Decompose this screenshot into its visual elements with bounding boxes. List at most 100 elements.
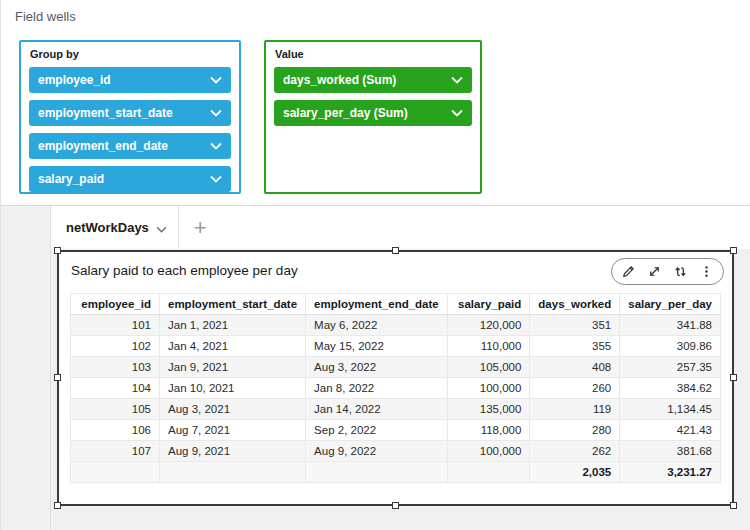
resize-handle-top[interactable] (392, 247, 399, 254)
table-cell[interactable]: 101 (71, 315, 160, 336)
field-pill-salary-paid[interactable]: salary_paid (29, 166, 231, 192)
total-cell-empty (306, 462, 448, 483)
chevron-down-icon (210, 172, 222, 186)
table-row[interactable]: 106Aug 7, 2021Sep 2, 2022118,000280421.4… (71, 420, 721, 441)
table-cell[interactable]: Sep 2, 2022 (306, 420, 448, 441)
table-cell[interactable]: 104 (71, 378, 160, 399)
column-header-employee_id[interactable]: employee_id (71, 294, 160, 315)
field-pill-label: salary_per_day (Sum) (283, 106, 408, 120)
table-cell[interactable]: Jan 10, 2021 (160, 378, 306, 399)
column-header-salary_paid[interactable]: salary_paid (447, 294, 530, 315)
table-cell[interactable]: May 6, 2022 (306, 315, 448, 336)
resize-handle-bottom-left[interactable] (54, 502, 61, 509)
table-cell[interactable]: 100,000 (447, 378, 530, 399)
table-cell[interactable]: 120,000 (447, 315, 530, 336)
move-arrows-icon[interactable] (673, 264, 688, 279)
table-cell[interactable]: Jan 9, 2021 (160, 357, 306, 378)
table-wrapper: employee_idemployment_start_dateemployme… (70, 293, 721, 483)
table-cell[interactable]: 381.68 (620, 441, 721, 462)
field-pill-employment-start-date[interactable]: employment_start_date (29, 100, 231, 126)
table-row[interactable]: 104Jan 10, 2021Jan 8, 2022100,000260384.… (71, 378, 721, 399)
table-row[interactable]: 102Jan 4, 2021May 15, 2022110,000355309.… (71, 336, 721, 357)
table-row[interactable]: 107Aug 9, 2021Aug 9, 2022100,000262381.6… (71, 441, 721, 462)
maximize-icon[interactable] (647, 264, 662, 279)
column-header-employment_end_date[interactable]: employment_end_date (306, 294, 448, 315)
visual-title: Salary paid to each employee per day (71, 263, 298, 278)
table-cell[interactable]: May 15, 2022 (306, 336, 448, 357)
field-pill-label: employment_end_date (38, 139, 168, 153)
table-cell[interactable]: 309.86 (620, 336, 721, 357)
resize-handle-right[interactable] (730, 374, 737, 381)
table-cell[interactable]: 257.35 (620, 357, 721, 378)
table-row[interactable]: 101Jan 1, 2021May 6, 2022120,000351341.8… (71, 315, 721, 336)
table-row[interactable]: 103Jan 9, 2021Aug 3, 2022105,000408257.3… (71, 357, 721, 378)
table-total-row: 2,0353,231.27 (71, 462, 721, 483)
table-cell[interactable]: 1,134.45 (620, 399, 721, 420)
field-pill-employment-end-date[interactable]: employment_end_date (29, 133, 231, 159)
table-cell[interactable]: 100,000 (447, 441, 530, 462)
table-cell[interactable]: Jan 14, 2022 (306, 399, 448, 420)
table-cell[interactable]: 355 (530, 336, 620, 357)
table-cell[interactable]: 421.43 (620, 420, 721, 441)
table-cell[interactable]: Jan 4, 2021 (160, 336, 306, 357)
table-cell[interactable]: 260 (530, 378, 620, 399)
table-cell[interactable]: Aug 3, 2021 (160, 399, 306, 420)
table-cell[interactable]: Aug 9, 2022 (306, 441, 448, 462)
table-cell[interactable]: Aug 3, 2022 (306, 357, 448, 378)
add-sheet-button[interactable]: + (194, 218, 207, 238)
table-row[interactable]: 105Aug 3, 2021Jan 14, 2022135,0001191,13… (71, 399, 721, 420)
total-cell: 2,035 (530, 462, 620, 483)
table-cell[interactable]: 280 (530, 420, 620, 441)
field-pill-salary-per-day-sum[interactable]: salary_per_day (Sum) (274, 100, 472, 126)
table-cell[interactable]: 384.62 (620, 378, 721, 399)
table-cell[interactable]: Aug 9, 2021 (160, 441, 306, 462)
field-pill-label: days_worked (Sum) (283, 73, 396, 87)
table-cell[interactable]: 408 (530, 357, 620, 378)
left-rail (1, 206, 51, 530)
resize-handle-left[interactable] (54, 374, 61, 381)
resize-handle-top-left[interactable] (54, 247, 61, 254)
table-header-row: employee_idemployment_start_dateemployme… (71, 294, 721, 315)
table-visual-card[interactable]: Salary paid to each employee per day (57, 250, 734, 506)
table-cell[interactable]: Jan 8, 2022 (306, 378, 448, 399)
sheet-area: netWorkDays + Salary paid to each employ… (1, 206, 750, 530)
value-label: Value (275, 48, 480, 60)
table-cell[interactable]: 102 (71, 336, 160, 357)
table-cell[interactable]: 110,000 (447, 336, 530, 357)
table-cell[interactable]: 135,000 (447, 399, 530, 420)
chevron-down-icon[interactable] (156, 219, 167, 237)
table-cell[interactable]: 107 (71, 441, 160, 462)
table-cell[interactable]: Jan 1, 2021 (160, 315, 306, 336)
field-pill-employee-id[interactable]: employee_id (29, 67, 231, 93)
column-header-salary_per_day[interactable]: salary_per_day (620, 294, 721, 315)
table-cell[interactable]: 351 (530, 315, 620, 336)
table-cell[interactable]: 118,000 (447, 420, 530, 441)
sheet-tab-networkdays[interactable]: netWorkDays (51, 206, 179, 249)
chevron-down-icon (451, 73, 463, 87)
resize-handle-top-right[interactable] (730, 247, 737, 254)
table-cell[interactable]: 262 (530, 441, 620, 462)
table-cell[interactable]: 119 (530, 399, 620, 420)
table-body: 101Jan 1, 2021May 6, 2022120,000351341.8… (71, 315, 721, 462)
value-well: Value days_worked (Sum) salary_per_day (… (264, 40, 482, 194)
total-cell: 3,231.27 (620, 462, 721, 483)
field-pill-label: employee_id (38, 73, 111, 87)
field-pill-days-worked-sum[interactable]: days_worked (Sum) (274, 67, 472, 93)
table-cell[interactable]: 106 (71, 420, 160, 441)
table-cell[interactable]: 103 (71, 357, 160, 378)
chevron-down-icon (210, 106, 222, 120)
table-cell[interactable]: 341.88 (620, 315, 721, 336)
table-cell[interactable]: Aug 7, 2021 (160, 420, 306, 441)
edit-pencil-icon[interactable] (621, 264, 636, 279)
resize-handle-bottom[interactable] (392, 502, 399, 509)
sheet-tab-bar: netWorkDays + (51, 206, 750, 249)
resize-handle-bottom-right[interactable] (730, 502, 737, 509)
table-cell[interactable]: 105 (71, 399, 160, 420)
chevron-down-icon (210, 73, 222, 87)
column-header-days_worked[interactable]: days_worked (530, 294, 620, 315)
table-cell[interactable]: 105,000 (447, 357, 530, 378)
column-header-employment_start_date[interactable]: employment_start_date (160, 294, 306, 315)
kebab-menu-icon[interactable] (699, 264, 714, 279)
total-cell-empty (71, 462, 160, 483)
chevron-down-icon (451, 106, 463, 120)
